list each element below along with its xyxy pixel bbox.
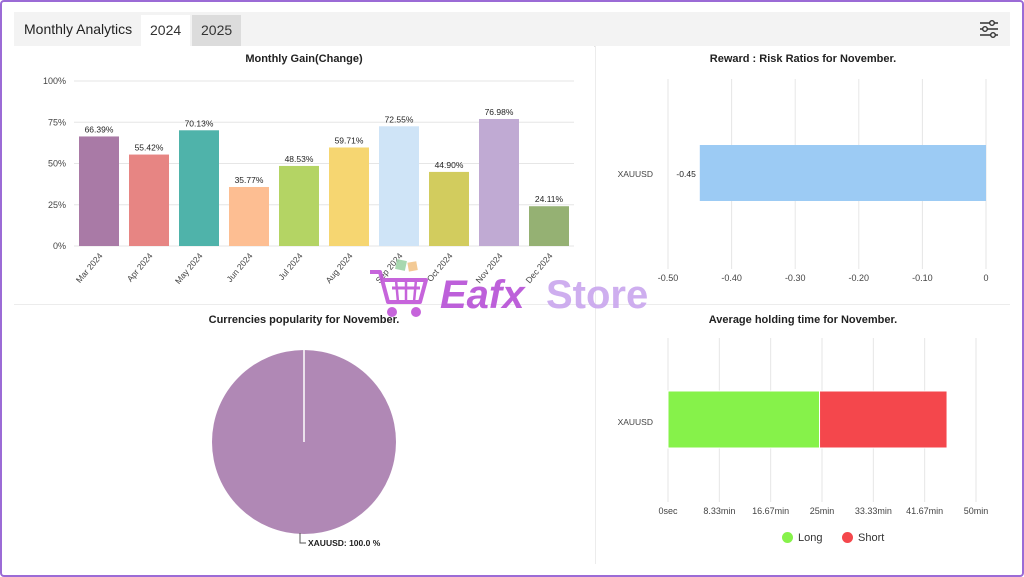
legend-short-label: Short: [858, 532, 885, 544]
panel-divider-vertical: [595, 46, 596, 564]
gain-y-tick-label: 0%: [53, 241, 66, 251]
watermark-text-eafx: Eafx: [440, 273, 526, 317]
hold-x-tick-label: 41.67min: [906, 506, 943, 516]
reward-risk-chart: -0.50 -0.40 -0.30 -0.20 -0.10 0 -0.45 XAUUSD: [618, 79, 989, 283]
rr-x-tick-label: -0.50: [658, 273, 679, 283]
reward-risk-title: Reward : Risk Ratios for November.: [709, 53, 897, 65]
rr-data-label: -0.45: [676, 169, 696, 179]
rr-x-tick-label: -0.40: [721, 273, 742, 283]
gain-bar: [129, 154, 169, 246]
gain-y-tick-label: 25%: [48, 200, 66, 210]
rr-category-label: XAUUSD: [618, 169, 653, 179]
page-title: Monthly Analytics: [24, 21, 133, 37]
monthly-gain-title: Monthly Gain(Change): [245, 53, 363, 65]
gain-bar: [529, 206, 569, 246]
hold-x-tick-label: 8.33min: [703, 506, 735, 516]
legend-long[interactable]: Long: [782, 532, 822, 544]
gain-x-tick-label: Jun 2024: [224, 251, 254, 284]
shopping-cart-icon: [370, 259, 428, 317]
gain-data-label: 24.11%: [535, 194, 564, 204]
gain-data-label: 72.55%: [385, 114, 414, 124]
rr-x-tick-label: -0.10: [912, 273, 933, 283]
hold-x-tick-label: 16.67min: [752, 506, 789, 516]
eafxstore-watermark-logo: Eafx Store: [370, 259, 648, 317]
gain-data-label: 44.90%: [435, 160, 464, 170]
gain-data-label: 48.53%: [285, 154, 314, 164]
pie-slice-label: XAUUSD: 100.0 %: [308, 538, 381, 548]
hold-x-tick-label: 50min: [964, 506, 989, 516]
gain-data-label: 59.71%: [335, 135, 364, 145]
panel-divider-horizontal: [14, 304, 1010, 305]
holding-time-title: Average holding time for November.: [708, 314, 898, 326]
gain-y-tick-label: 50%: [48, 159, 66, 169]
gain-x-tick-label: Apr 2024: [125, 251, 155, 284]
hold-x-tick-label: 33.33min: [855, 506, 892, 516]
rr-bar: [699, 145, 986, 201]
analytics-header: Monthly Analytics 2024 2025: [14, 12, 1010, 47]
gain-x-tick-label: Aug 2024: [323, 251, 354, 286]
currencies-title: Currencies popularity for November.: [208, 314, 400, 326]
gain-data-label: 66.39%: [85, 124, 114, 134]
legend-short-swatch: [842, 532, 853, 543]
watermark-text-store: Store: [546, 273, 648, 317]
tab-2024[interactable]: 2024: [141, 15, 191, 46]
gain-data-label: 70.13%: [185, 118, 214, 128]
hold-x-tick-label: 0sec: [658, 506, 678, 516]
gain-bar: [479, 118, 519, 246]
gain-y-tick-label: 100%: [43, 76, 66, 86]
rr-x-tick-label: 0: [983, 273, 988, 283]
gain-y-tick-label: 75%: [48, 117, 66, 127]
gain-bar: [429, 171, 469, 246]
gain-bar: [79, 136, 119, 246]
gain-x-tick-label: Mar 2024: [74, 251, 105, 285]
gain-bar: [229, 186, 269, 246]
currencies-pie-chart: XAUUSD: 100.0 %: [212, 350, 396, 548]
gain-data-label: 55.42%: [135, 143, 164, 153]
gain-bar: [379, 126, 419, 246]
gain-bar: [329, 147, 369, 246]
pie-label-leader: [299, 533, 306, 544]
gain-data-label: 76.98%: [485, 107, 514, 117]
gain-x-tick-label: May 2024: [173, 251, 205, 286]
legend-short[interactable]: Short: [842, 532, 884, 544]
filter-settings-icon[interactable]: [978, 19, 1000, 39]
hold-bar-short: [819, 390, 948, 449]
rr-x-tick-label: -0.20: [849, 273, 870, 283]
monthly-gain-chart: 0% 25% 50% 75% 100% 66.39% Mar 2024 55.42% Apr 2…: [43, 76, 574, 286]
gain-bar: [179, 130, 219, 246]
hold-category-label: XAUUSD: [618, 417, 653, 427]
legend-long-label: Long: [798, 532, 823, 544]
rr-x-tick-label: -0.30: [785, 273, 806, 283]
gain-data-label: 35.77%: [235, 175, 264, 185]
holding-time-chart: 0sec 8.33min 16.67min 25min 33.33min 41.67min…: [618, 338, 989, 516]
tab-2025[interactable]: 2025: [192, 15, 242, 46]
gain-bar: [279, 165, 319, 246]
hold-x-tick-label: 25min: [810, 506, 835, 516]
gain-x-tick-label: Jul 2024: [276, 251, 304, 282]
hold-bar-long: [667, 390, 821, 449]
legend-long-swatch: [782, 532, 793, 543]
